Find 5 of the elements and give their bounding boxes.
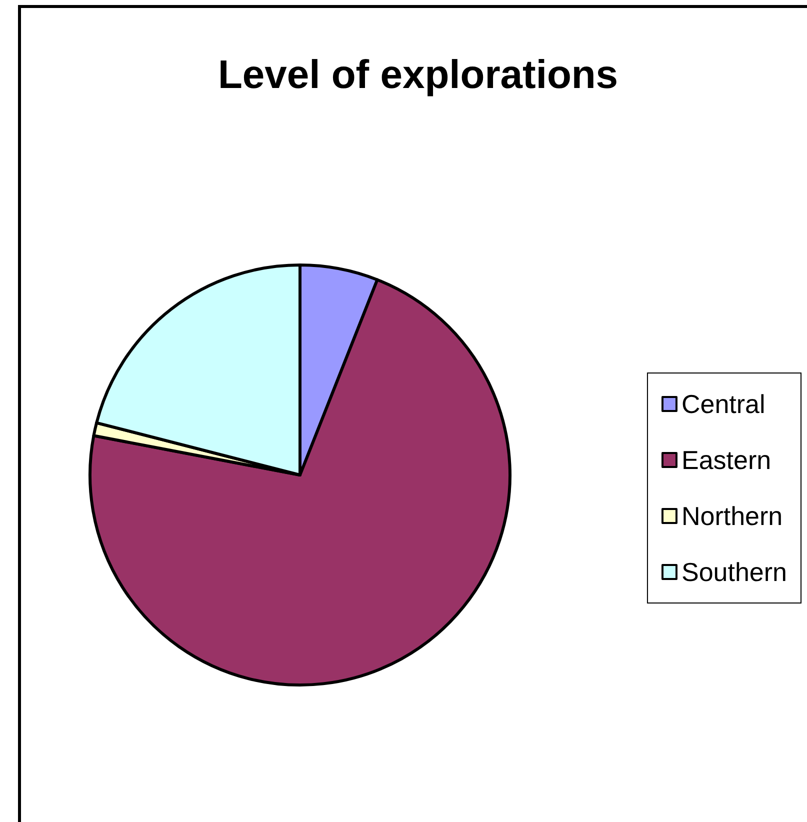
chart-title: Level of explorations bbox=[218, 53, 618, 97]
legend-label: Central bbox=[681, 389, 766, 419]
legend-label: Northern bbox=[681, 501, 783, 531]
legend-label: Eastern bbox=[681, 445, 772, 475]
legend-label: Southern bbox=[681, 557, 788, 587]
